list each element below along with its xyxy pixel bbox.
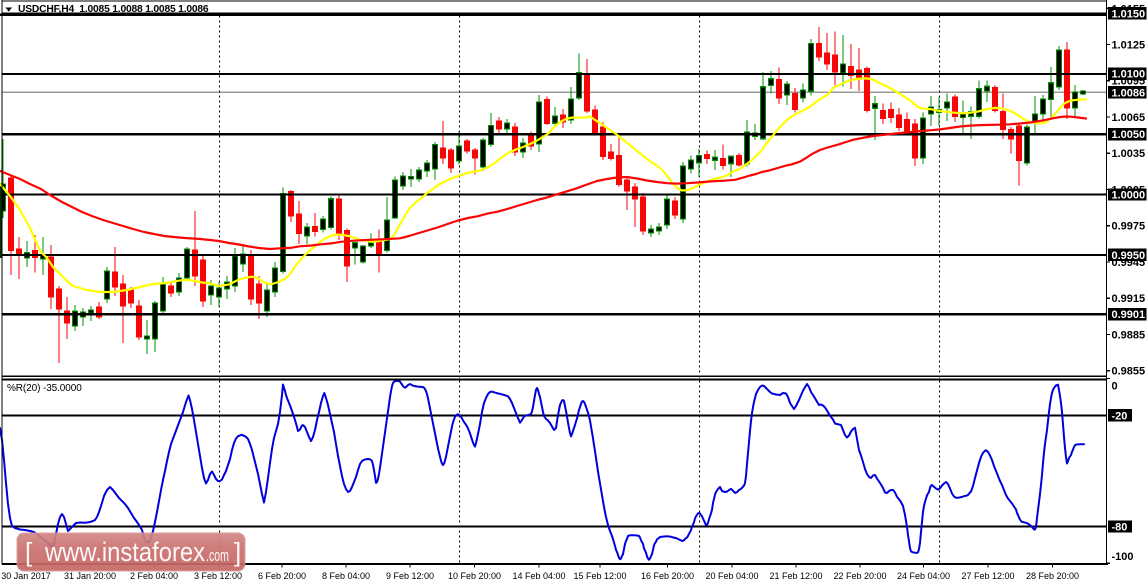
svg-text:8 Feb 04:00: 8 Feb 04:00 xyxy=(322,571,370,581)
svg-text:21 Feb 12:00: 21 Feb 12:00 xyxy=(769,571,822,581)
svg-text:1.0000: 1.0000 xyxy=(1112,190,1146,202)
svg-text:.com: .com xyxy=(206,546,229,565)
svg-text:1.0035: 1.0035 xyxy=(1112,148,1146,160)
svg-text:20 Feb 04:00: 20 Feb 04:00 xyxy=(705,571,758,581)
svg-text:14 Feb 04:00: 14 Feb 04:00 xyxy=(512,571,565,581)
svg-text:1.0050: 1.0050 xyxy=(1112,129,1146,141)
svg-text:0: 0 xyxy=(1112,381,1118,393)
svg-text:24 Feb 04:00: 24 Feb 04:00 xyxy=(897,571,950,581)
svg-text:2 Feb 04:00: 2 Feb 04:00 xyxy=(130,571,178,581)
svg-text:0.9950: 0.9950 xyxy=(1112,250,1146,262)
svg-text:1.0065: 1.0065 xyxy=(1112,112,1146,124)
svg-text:USDCHF,H4 1.0085 1.0088 1.008: USDCHF,H4 1.0085 1.0088 1.0085 1.0086 xyxy=(18,4,209,15)
svg-text:28 Feb 20:00: 28 Feb 20:00 xyxy=(1026,571,1079,581)
svg-text:0.9975: 0.9975 xyxy=(1112,221,1146,233)
svg-text:[: [ xyxy=(25,537,33,567)
svg-text:-80: -80 xyxy=(1112,522,1128,534)
svg-text:1.0125: 1.0125 xyxy=(1112,40,1146,52)
svg-text:9 Feb 12:00: 9 Feb 12:00 xyxy=(386,571,434,581)
svg-text:3 Feb 12:00: 3 Feb 12:00 xyxy=(194,571,242,581)
svg-text:27 Feb 12:00: 27 Feb 12:00 xyxy=(961,571,1014,581)
svg-text:1.0086: 1.0086 xyxy=(1112,87,1146,99)
svg-text:0.9885: 0.9885 xyxy=(1112,329,1146,341)
svg-text:31 Jan 20:00: 31 Jan 20:00 xyxy=(64,571,116,581)
svg-text:www.instaforex: www.instaforex xyxy=(44,537,205,567)
svg-text:0.9901: 0.9901 xyxy=(1112,309,1146,321)
svg-text:10 Feb 20:00: 10 Feb 20:00 xyxy=(448,571,501,581)
svg-text:15 Feb 12:00: 15 Feb 12:00 xyxy=(573,571,626,581)
svg-text:1.0150: 1.0150 xyxy=(1112,8,1146,20)
svg-text:16 Feb 20:00: 16 Feb 20:00 xyxy=(641,571,694,581)
svg-text:-20: -20 xyxy=(1112,410,1128,422)
svg-text:%R(20) -35.0000: %R(20) -35.0000 xyxy=(7,383,82,394)
svg-text:]: ] xyxy=(234,537,241,567)
svg-text:1.0100: 1.0100 xyxy=(1112,69,1146,81)
svg-text:22 Feb 20:00: 22 Feb 20:00 xyxy=(833,571,886,581)
svg-text:0.9855: 0.9855 xyxy=(1112,366,1146,378)
svg-text:30 Jan 2017: 30 Jan 2017 xyxy=(1,571,51,581)
svg-text:0.9915: 0.9915 xyxy=(1112,293,1146,305)
svg-text:-100: -100 xyxy=(1112,551,1134,563)
svg-text:6 Feb 20:00: 6 Feb 20:00 xyxy=(258,571,306,581)
